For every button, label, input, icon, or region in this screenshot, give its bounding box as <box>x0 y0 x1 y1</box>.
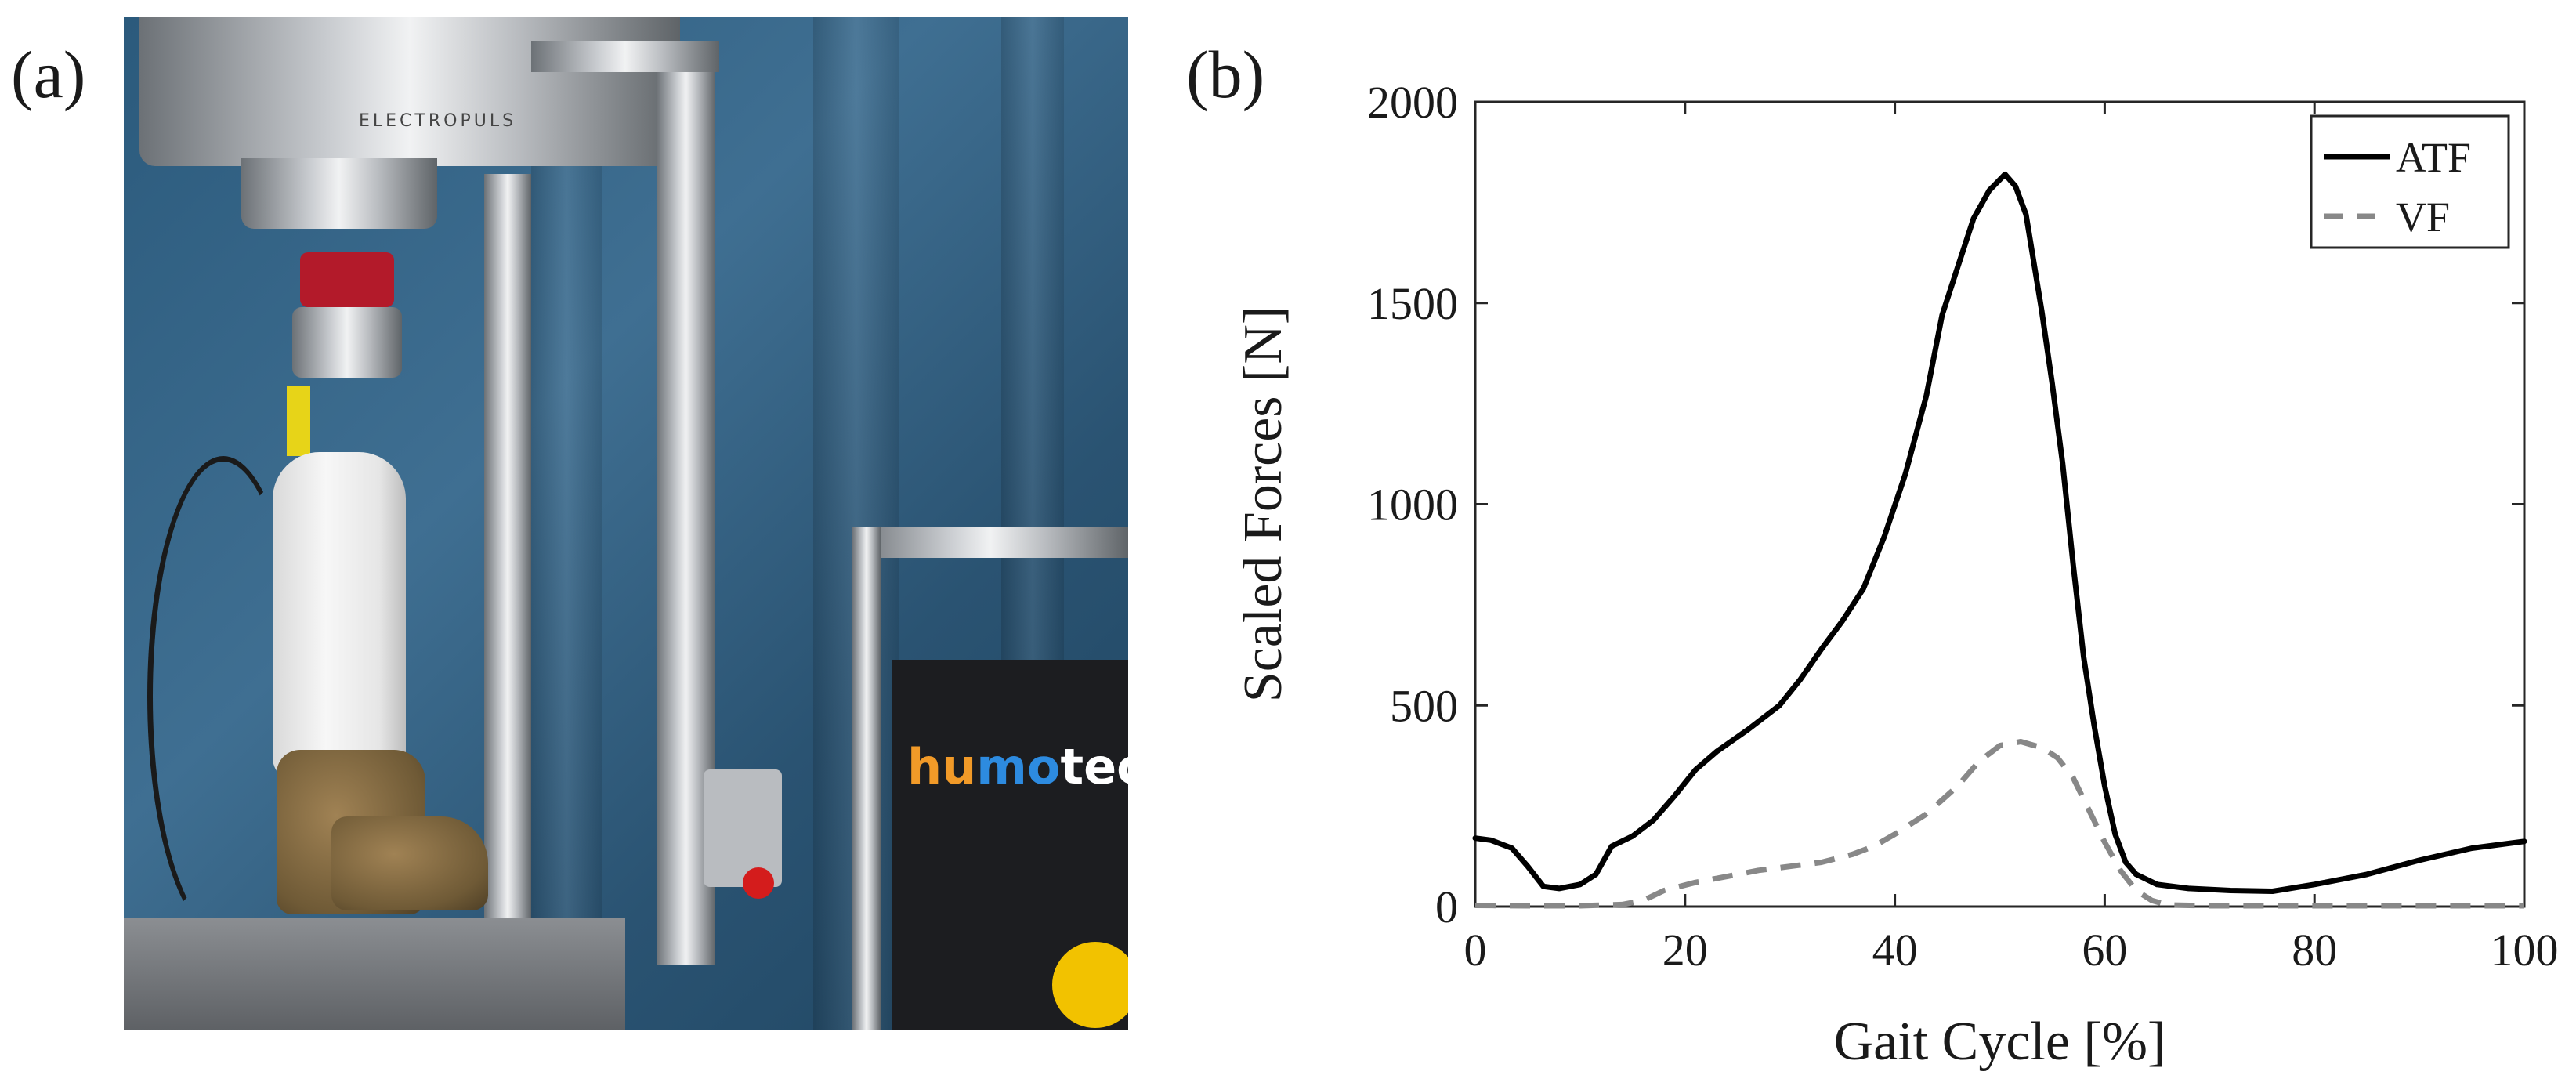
aluminum-frame <box>852 527 1128 558</box>
series-line-atf <box>1472 171 2527 894</box>
black-cable <box>147 456 299 937</box>
boot-toe <box>331 816 488 910</box>
test-rig-photo: ELECTROPULS humotech <box>124 17 1128 1030</box>
panel-b-label: (b) <box>1186 37 1265 112</box>
logo-part-1: hu <box>907 738 977 795</box>
actuator-housing <box>241 158 437 229</box>
red-emergency-switch <box>1052 942 1128 1028</box>
x-axis-title: Gait Cycle [%] <box>1834 1012 2166 1072</box>
logo-part-2: mo <box>976 738 1061 795</box>
humotech-logo: humotech <box>907 738 1128 795</box>
control-pendant <box>704 769 782 887</box>
emergency-stop-button <box>743 867 774 899</box>
y-tick-label: 2000 <box>1367 77 1458 128</box>
y-tick-label: 1500 <box>1367 278 1458 329</box>
legend-label-vf: VF <box>2396 194 2450 241</box>
legend-box <box>2310 114 2510 249</box>
aluminum-frame-post <box>852 527 881 1030</box>
y-tick-label: 1000 <box>1367 480 1458 530</box>
machine-column-left <box>484 174 531 957</box>
machine-label: ELECTROPULS <box>359 111 517 131</box>
machine-top-bracket <box>531 41 719 72</box>
x-tick-label: 20 <box>1662 925 1708 976</box>
y-axis-title: Scaled Forces [N] <box>1233 306 1293 702</box>
yellow-cable-connector <box>287 386 310 456</box>
panel-a-label: (a) <box>11 37 86 112</box>
x-tick-label: 40 <box>1872 925 1918 976</box>
series-line-vf <box>1474 739 2524 909</box>
x-tick-label: 60 <box>2082 925 2127 976</box>
x-tick-label: 0 <box>1464 925 1487 976</box>
legend-label-atf: ATF <box>2396 134 2471 181</box>
x-tick-label: 80 <box>2292 925 2337 976</box>
x-tick-label: 100 <box>2491 925 2559 976</box>
curtain-fold <box>531 17 602 1030</box>
y-tick-label: 0 <box>1435 881 1458 932</box>
logo-part-3: tech <box>1060 738 1128 795</box>
machine-base-plate <box>124 918 625 1030</box>
y-tick-label: 500 <box>1390 680 1458 731</box>
load-cell-ring <box>300 252 394 307</box>
load-cell <box>292 307 402 378</box>
